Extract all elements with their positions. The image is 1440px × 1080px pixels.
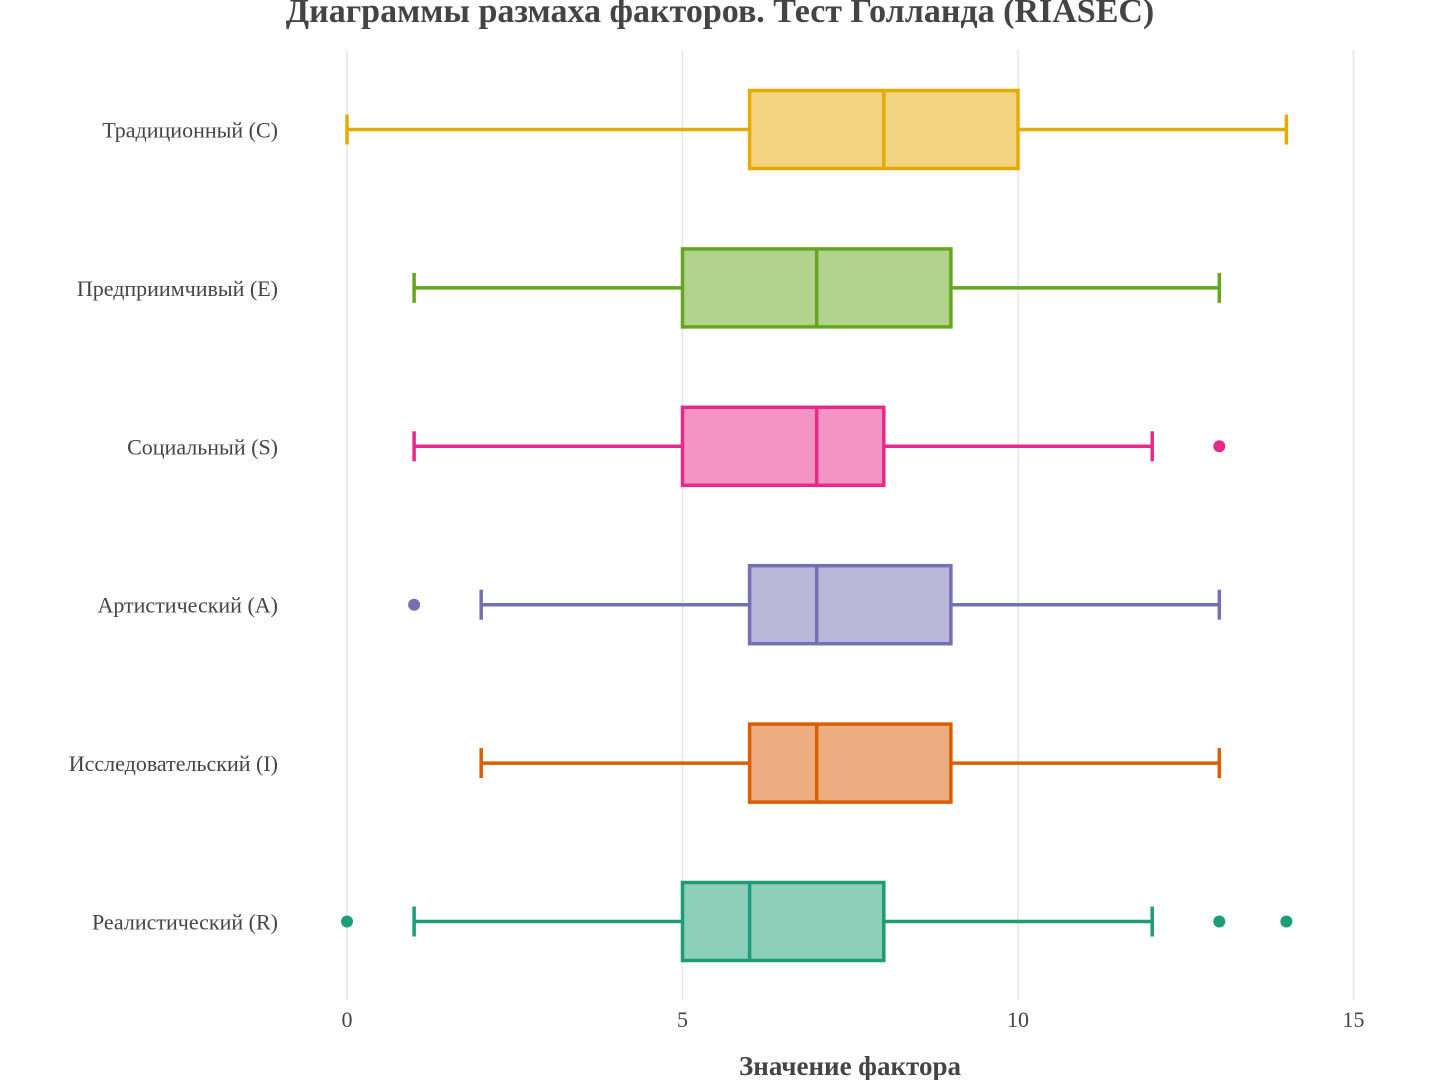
iqr-box [747, 563, 953, 646]
x-tick-label: 5 [677, 1007, 688, 1032]
category-labels: Реалистический (R) Исследовательский (I) А… [69, 118, 278, 935]
x-tick-label: 15 [1343, 1007, 1365, 1032]
outlier-point [408, 598, 421, 611]
grid-layer [346, 50, 1355, 1000]
outlier-point [341, 915, 353, 928]
x-tick-labels: 0 5 10 15 [342, 1007, 1365, 1032]
box-series [412, 247, 1222, 329]
chart-title: Диаграммы размаха факторов. Тест Голланд… [285, 0, 1155, 30]
category-label: Исследовательский (I) [69, 751, 278, 776]
box-series [408, 563, 1222, 646]
outlier-point [1213, 440, 1226, 453]
category-label: Артистический (A) [97, 593, 278, 618]
category-label: Социальный (S) [127, 434, 278, 459]
box-series [479, 722, 1222, 804]
iqr-box [680, 405, 886, 488]
iqr-box [680, 880, 886, 963]
iqr-box [747, 722, 953, 804]
x-tick-label: 0 [342, 1007, 353, 1032]
x-tick-label: 10 [1007, 1007, 1029, 1032]
x-axis-title: Значение фактора [739, 1051, 961, 1080]
outlier-point [1280, 915, 1293, 928]
category-label: Предприимчивый (E) [77, 276, 278, 301]
outlier-point [1213, 915, 1226, 928]
box-series [341, 880, 1293, 963]
box-layer [341, 88, 1293, 963]
box-series [345, 88, 1289, 171]
box-series [412, 405, 1226, 488]
category-label: Традиционный (C) [102, 118, 278, 143]
category-label: Реалистический (R) [92, 910, 278, 935]
